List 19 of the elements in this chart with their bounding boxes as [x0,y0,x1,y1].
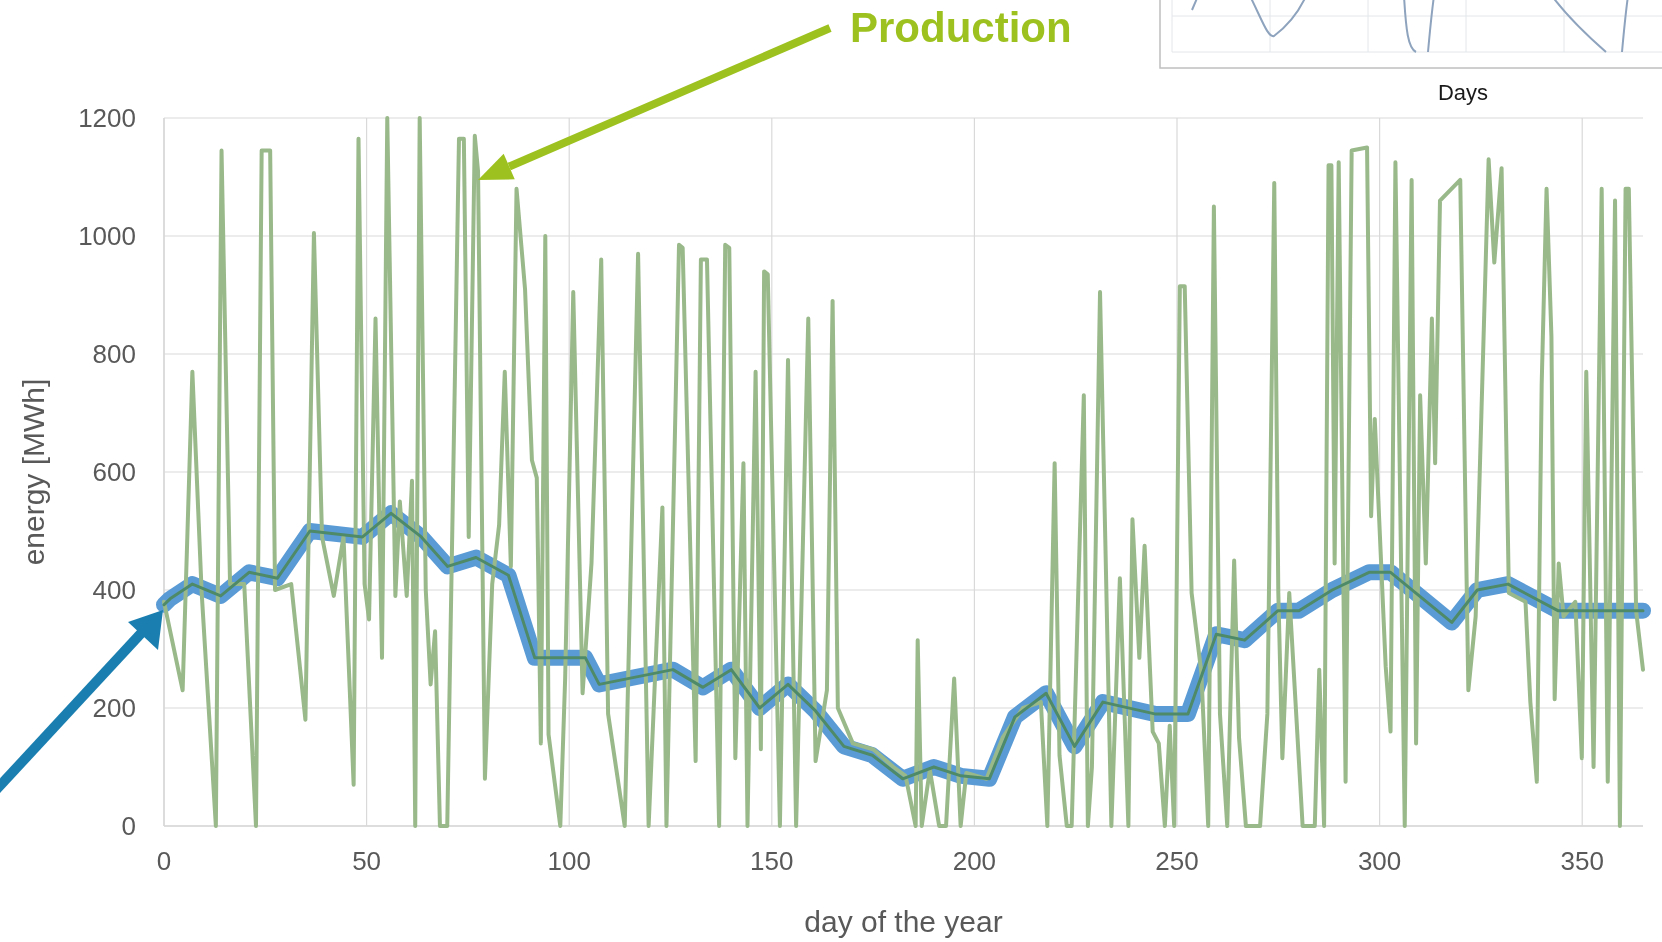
x-tick-label: 200 [952,846,997,876]
x-tick-label: 250 [1155,846,1199,876]
text: Days [1437,80,1489,105]
y-tick-label: 200 [92,693,136,724]
x-tick-label: 150 [750,846,794,876]
x-tick-label: 350 [1560,846,1604,876]
y-tick-label: 600 [92,457,136,488]
x-tick-label: 300 [1357,846,1402,876]
y-tick-label: 0 [121,811,136,842]
y-tick-label: 800 [92,339,136,370]
x-tick-label: 100 [547,846,591,876]
text: Production [850,4,1072,51]
x-tick-label: 0 [156,846,172,876]
y-tick-label: 1000 [78,221,136,252]
x-tick-label: 50 [352,846,382,876]
y-tick-label: 400 [92,575,136,606]
y-tick-label: 1200 [78,103,136,134]
y-axis-title: energy [MWh] [17,378,50,566]
x-axis-title: day of the year [804,905,1003,938]
